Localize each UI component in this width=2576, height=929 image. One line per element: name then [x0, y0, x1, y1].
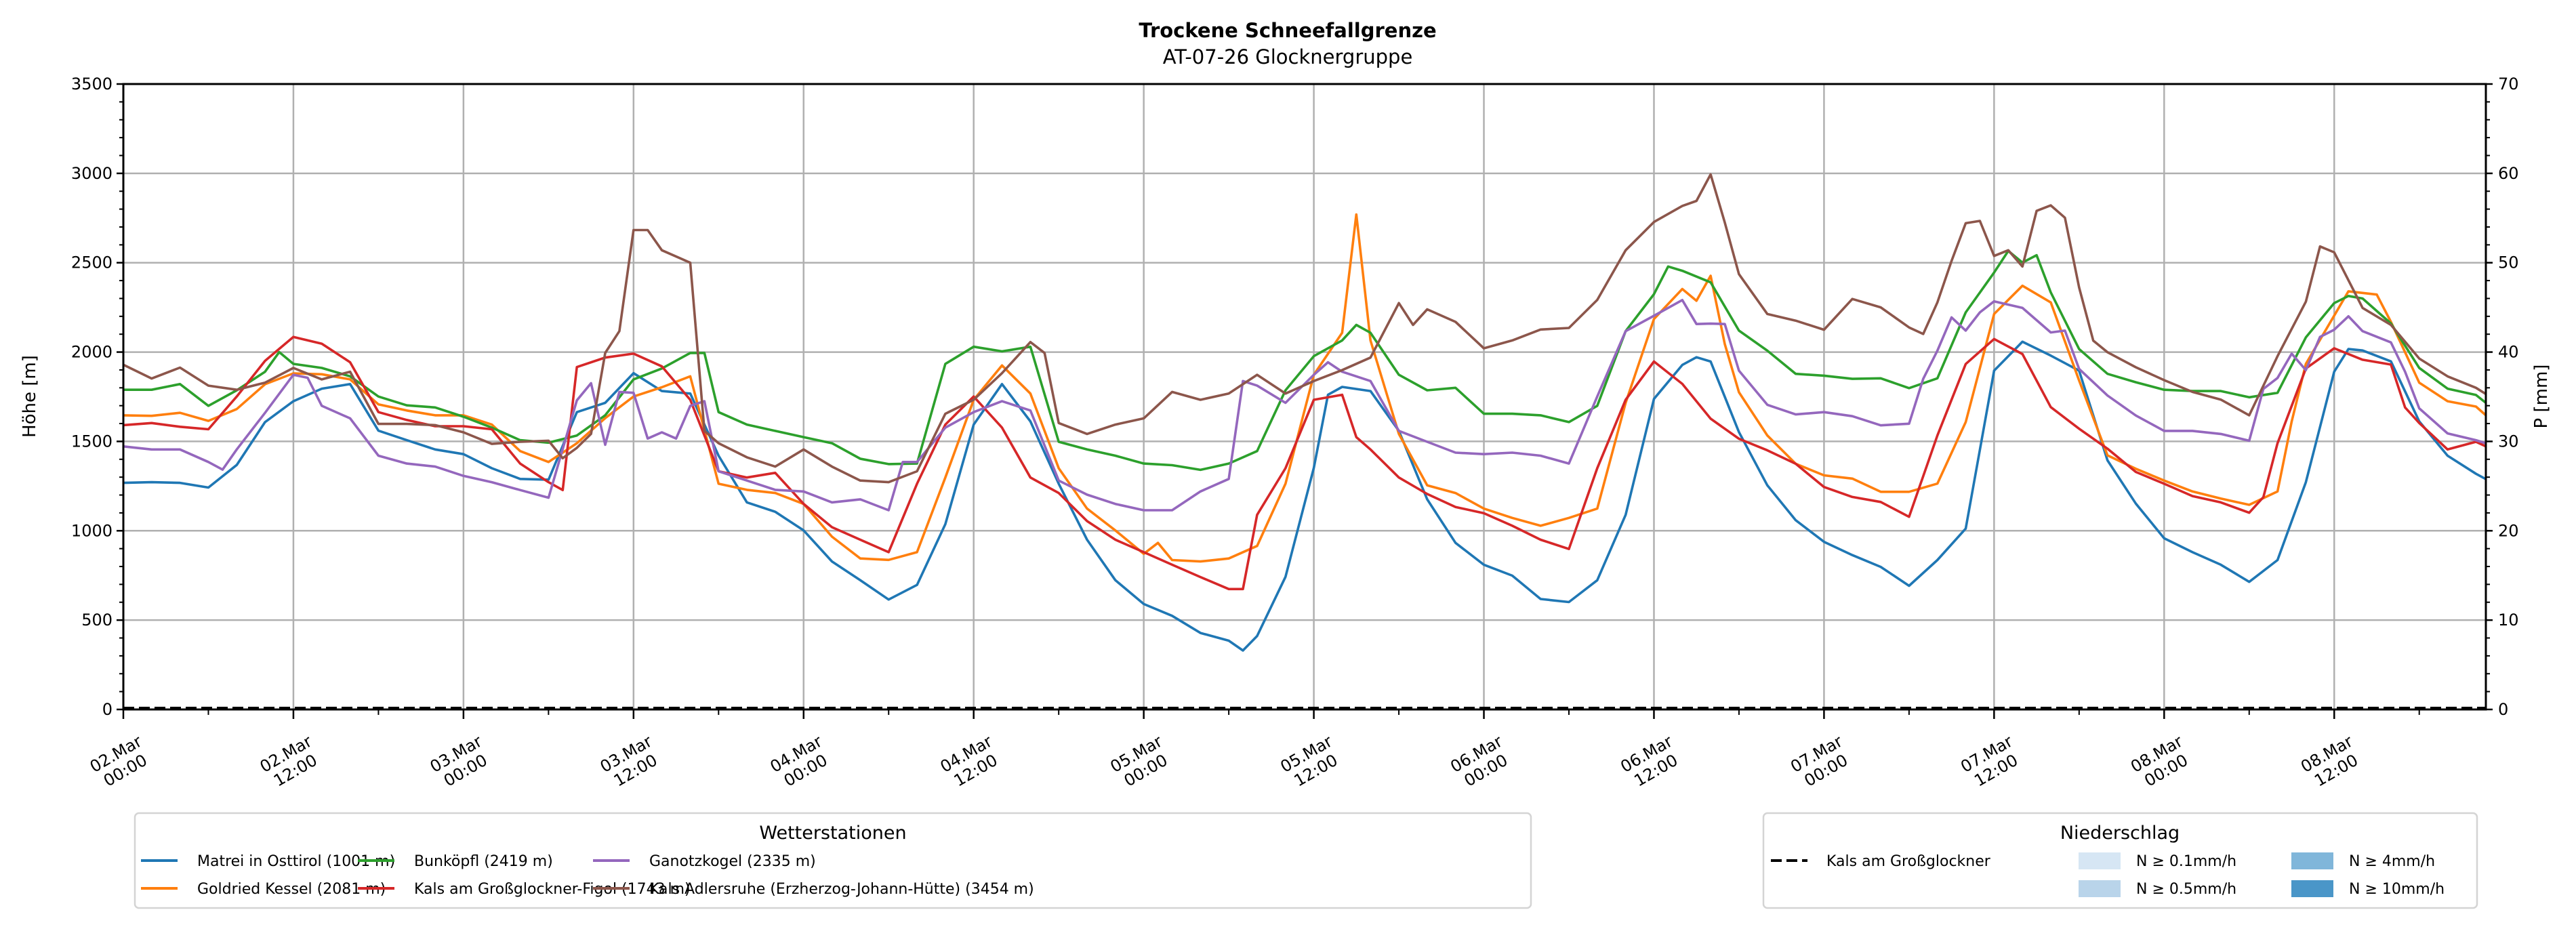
legend-stations: Wetterstationen Matrei in Osttirol (1001…: [134, 812, 1532, 909]
legend-precip-title: Niederschlag: [2060, 823, 2180, 844]
legend-precip-swatch-3: [2291, 880, 2333, 897]
y2-tick-label: 20: [2498, 521, 2519, 540]
legend-label-1: Goldried Kessel (2081 m): [197, 881, 386, 898]
y2-tick-label: 40: [2498, 343, 2519, 362]
series-lines: [123, 173, 2487, 652]
y2-tick-label: 70: [2498, 75, 2519, 94]
legend-precip-line-label: Kals am Großglockner: [1826, 853, 1991, 870]
axes: 0 500 1000 1500 2000 2500 3000 3500 0 10 20 30 40 50 6…: [71, 75, 2519, 791]
y2-tick-label: 0: [2498, 700, 2508, 719]
legend-label-5: Kals Adlersruhe (Erzherzog-Johann-Hütte)…: [649, 881, 1034, 898]
legend-precip-label-1: N ≥ 0.5mm/h: [2136, 881, 2236, 898]
y-tick-label: 1000: [71, 521, 113, 540]
y-tick-label: 500: [81, 611, 113, 629]
legend-precip-label-0: N ≥ 0.1mm/h: [2136, 853, 2236, 870]
series-line-5: [123, 173, 2487, 484]
series-line-0: [123, 340, 2487, 652]
legend-precip-label-3: N ≥ 10mm/h: [2349, 881, 2445, 898]
grid: [123, 83, 2486, 711]
series-line-4: [123, 298, 2487, 512]
y2-tick-label: 50: [2498, 253, 2519, 272]
y-tick-label: 2500: [71, 253, 113, 272]
y2-tick-label: 60: [2498, 164, 2519, 183]
legend-precipitation: Niederschlag Kals am Großglockner N ≥ 0.…: [1762, 812, 2478, 909]
legend-precip-swatch-1: [2079, 880, 2121, 897]
legend-label-3: Kals am Großglockner-Figol (1743 m): [414, 881, 691, 898]
y-tick-label: 2000: [71, 343, 113, 362]
y-tick-label: 0: [102, 700, 113, 719]
y-tick-label: 1500: [71, 432, 113, 451]
legend-stations-title: Wetterstationen: [759, 823, 906, 844]
series-line-1: [123, 213, 2487, 563]
legend-label-2: Bunköpfl (2419 m): [414, 853, 553, 870]
y2-axis-label: P [mm]: [2531, 365, 2552, 429]
legend-precip-label-2: N ≥ 4mm/h: [2349, 853, 2435, 870]
legend-precip-swatch-0: [2079, 852, 2121, 869]
y-tick-label: 3000: [71, 164, 113, 183]
y2-tick-label: 30: [2498, 432, 2519, 451]
y-tick-label: 3500: [71, 75, 113, 94]
legend-precip-swatch-2: [2291, 852, 2333, 869]
plot-frame: [122, 83, 2487, 711]
chart-subtitle: AT-07-26 Glocknergruppe: [1163, 45, 1413, 68]
y2-tick-label: 10: [2498, 611, 2519, 629]
series-line-3: [123, 335, 2487, 591]
y-axis-label: Höhe [m]: [20, 355, 40, 438]
chart-title: Trockene Schneefallgrenze: [1139, 19, 1436, 42]
legend-label-4: Ganotzkogel (2335 m): [649, 853, 816, 870]
